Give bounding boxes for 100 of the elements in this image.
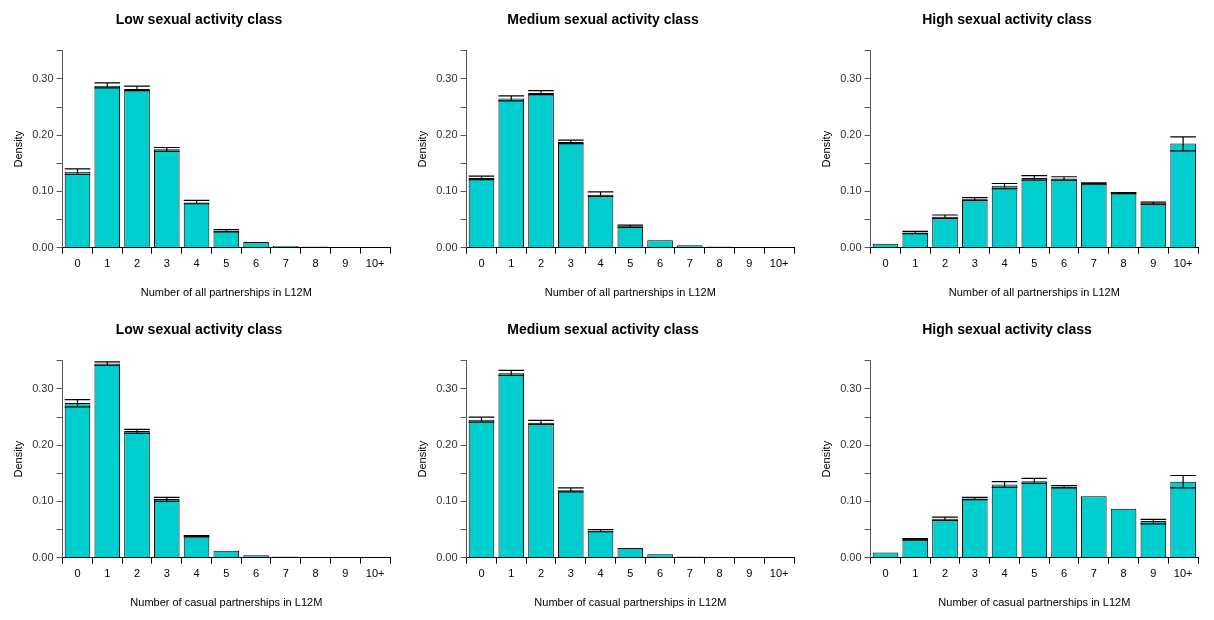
x-tick-label: 2 — [941, 567, 949, 580]
chart-title: Medium sexual activity class — [507, 321, 699, 338]
y-tick-label: 0.30 — [436, 381, 458, 394]
x-tick-label: 6 — [1061, 257, 1068, 270]
x-tick-label: 10+ — [1173, 257, 1193, 270]
x-tick-label: 6 — [657, 257, 664, 270]
x-tick-label: 2 — [941, 257, 949, 270]
x-tick-label: 10+ — [365, 567, 385, 580]
y-axis-title: Density — [415, 440, 428, 478]
x-tick-label: 7 — [282, 257, 289, 270]
x-tick-label: 4 — [1001, 567, 1008, 580]
x-tick-label: 5 — [1031, 567, 1038, 580]
x-tick-label: 4 — [193, 257, 200, 270]
x-tick-label: 3 — [163, 567, 170, 580]
x-tick-label: 5 — [1031, 257, 1038, 270]
x-tick-label: 7 — [1090, 567, 1097, 580]
x-tick-label: 8 — [312, 257, 319, 270]
y-tick-label: 0.10 — [840, 494, 862, 507]
y-tick-label: 0.00 — [840, 240, 862, 253]
x-tick-label: 9 — [746, 567, 753, 580]
x-tick-label: 2 — [133, 567, 141, 580]
x-tick-label: 0 — [74, 567, 81, 580]
x-axis-title: Number of all partnerships in L12M — [948, 286, 1120, 299]
x-tick-label: 8 — [1120, 567, 1127, 580]
y-tick-label: 0.10 — [436, 494, 458, 507]
x-tick-label: 4 — [193, 567, 200, 580]
x-tick-label: 4 — [1001, 257, 1008, 270]
x-tick-label: 7 — [1090, 257, 1097, 270]
x-tick-label: 6 — [657, 567, 664, 580]
y-tick-label: 0.30 — [436, 71, 458, 84]
y-tick-label: 0.20 — [32, 438, 54, 451]
x-tick-label: 8 — [716, 257, 723, 270]
x-tick-label: 2 — [537, 567, 545, 580]
y-tick-label: 0.00 — [32, 550, 54, 563]
y-tick-label: 0.30 — [32, 71, 54, 84]
chart-title: Low sexual activity class — [115, 11, 283, 28]
x-tick-label: 3 — [567, 257, 574, 270]
chart-title: Low sexual activity class — [115, 321, 283, 338]
x-tick-label: 1 — [912, 567, 919, 580]
y-axis-title: Density — [415, 130, 428, 168]
x-tick-label: 2 — [537, 257, 545, 270]
y-tick-label: 0.10 — [32, 184, 54, 197]
y-tick-label: 0.20 — [840, 128, 862, 141]
x-tick-label: 5 — [223, 257, 230, 270]
y-axis-title: Density — [11, 130, 24, 168]
x-tick-label: 9 — [1150, 257, 1157, 270]
x-tick-label: 4 — [597, 257, 604, 270]
x-tick-label: 5 — [627, 257, 634, 270]
chart-title: Medium sexual activity class — [507, 11, 699, 28]
y-axis-title: Density — [819, 440, 832, 478]
x-tick-label: 9 — [1150, 567, 1157, 580]
x-tick-label: 7 — [282, 567, 289, 580]
x-tick-label: 8 — [1120, 257, 1127, 270]
x-tick-label: 10+ — [1173, 567, 1193, 580]
chart-title: High sexual activity class — [922, 11, 1093, 28]
x-tick-label: 5 — [627, 567, 634, 580]
y-tick-label: 0.10 — [436, 184, 458, 197]
x-tick-label: 4 — [597, 567, 604, 580]
x-tick-label: 0 — [882, 567, 889, 580]
y-tick-label: 0.00 — [840, 550, 862, 563]
x-tick-label: 10+ — [769, 567, 789, 580]
x-tick-label: 9 — [342, 257, 349, 270]
x-tick-label: 2 — [133, 257, 141, 270]
y-tick-label: 0.30 — [840, 381, 862, 394]
x-tick-label: 1 — [508, 257, 515, 270]
x-tick-label: 8 — [312, 567, 319, 580]
x-tick-label: 9 — [342, 567, 349, 580]
x-tick-label: 10+ — [769, 257, 789, 270]
x-axis-title: Number of all partnerships in L12M — [544, 286, 716, 299]
y-tick-label: 0.20 — [436, 438, 458, 451]
y-tick-label: 0.10 — [32, 494, 54, 507]
x-tick-label: 0 — [882, 257, 889, 270]
x-tick-label: 10+ — [365, 257, 385, 270]
x-axis-title: Number of casual partnerships in L12M — [938, 596, 1131, 609]
x-tick-label: 3 — [163, 257, 170, 270]
x-tick-label: 7 — [686, 567, 693, 580]
y-tick-label: 0.20 — [32, 128, 54, 141]
x-tick-label: 6 — [1061, 567, 1068, 580]
y-tick-label: 0.30 — [840, 71, 862, 84]
x-tick-label: 0 — [478, 257, 485, 270]
x-axis-title: Number of casual partnerships in L12M — [130, 596, 323, 609]
y-tick-label: 0.20 — [840, 438, 862, 451]
x-tick-label: 3 — [971, 257, 978, 270]
x-tick-label: 1 — [508, 567, 515, 580]
y-tick-label: 0.20 — [436, 128, 458, 141]
y-tick-label: 0.00 — [436, 240, 458, 253]
y-axis-title: Density — [819, 130, 832, 168]
y-axis-title: Density — [11, 440, 24, 478]
x-tick-label: 1 — [104, 257, 111, 270]
x-tick-label: 0 — [478, 567, 485, 580]
y-tick-label: 0.00 — [32, 240, 54, 253]
x-tick-label: 6 — [253, 257, 260, 270]
x-tick-label: 1 — [912, 257, 919, 270]
x-tick-label: 6 — [253, 567, 260, 580]
x-tick-label: 0 — [74, 257, 81, 270]
x-tick-label: 9 — [746, 257, 753, 270]
x-tick-label: 5 — [223, 567, 230, 580]
x-tick-label: 3 — [567, 567, 574, 580]
x-tick-label: 8 — [716, 567, 723, 580]
y-tick-label: 0.10 — [840, 184, 862, 197]
